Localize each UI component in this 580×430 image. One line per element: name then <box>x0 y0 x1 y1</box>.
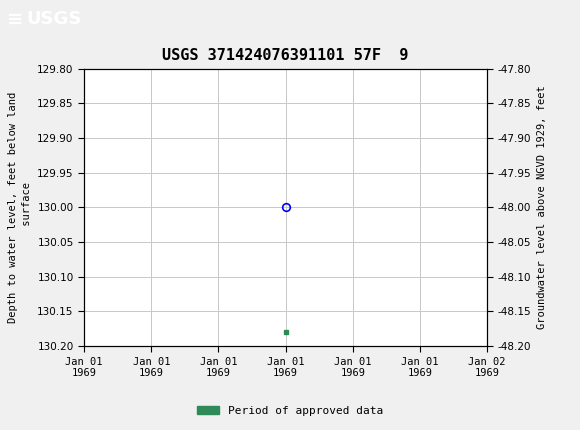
Y-axis label: Depth to water level, feet below land
 surface: Depth to water level, feet below land su… <box>9 92 32 323</box>
Y-axis label: Groundwater level above NGVD 1929, feet: Groundwater level above NGVD 1929, feet <box>537 86 547 329</box>
Text: ≡: ≡ <box>7 9 23 28</box>
Title: USGS 371424076391101 57F  9: USGS 371424076391101 57F 9 <box>162 49 409 64</box>
Text: USGS: USGS <box>26 10 81 28</box>
Legend: Period of approved data: Period of approved data <box>193 401 387 420</box>
